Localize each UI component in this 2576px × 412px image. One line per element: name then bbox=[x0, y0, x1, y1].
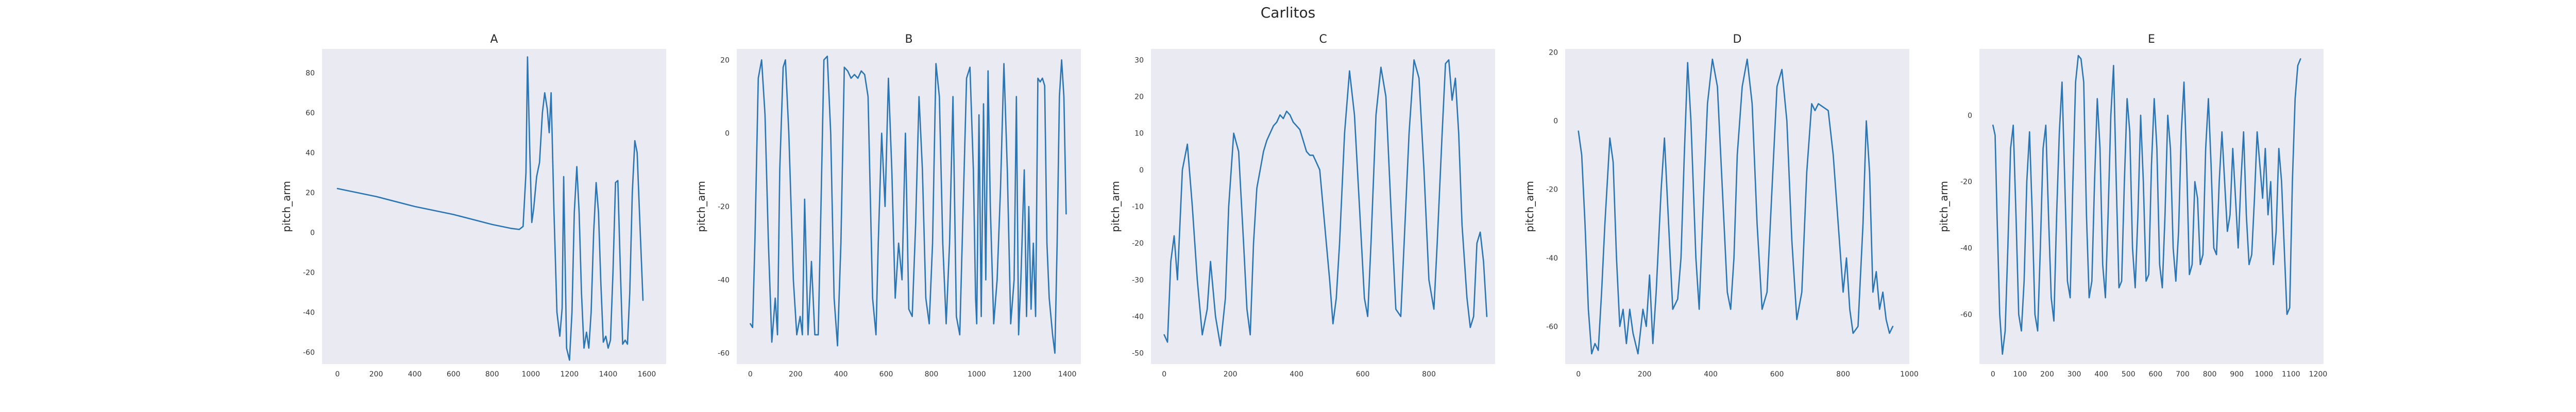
series-line bbox=[1578, 58, 1894, 355]
y-tick-label: 40 bbox=[306, 149, 315, 157]
y-tick-label: -40 bbox=[1132, 313, 1144, 321]
y-tick-label: 30 bbox=[1134, 56, 1144, 64]
x-tick-label: 600 bbox=[447, 370, 461, 379]
y-axis-label: pitch_arm bbox=[1523, 181, 1536, 232]
x-tick-label: 1400 bbox=[1058, 370, 1077, 379]
series-line bbox=[750, 55, 1067, 354]
y-tick-label: 0 bbox=[1553, 117, 1558, 126]
subplot-title: A bbox=[490, 33, 498, 46]
y-tick-label: 20 bbox=[1549, 49, 1558, 57]
plot-area bbox=[1565, 49, 1909, 364]
series-line bbox=[1992, 55, 2301, 355]
x-tick-label: 100 bbox=[2013, 370, 2027, 379]
x-tick-label: 1200 bbox=[1013, 370, 1031, 379]
y-tick-label: -30 bbox=[1132, 276, 1144, 284]
plot-area bbox=[322, 49, 666, 364]
y-axis-label: pitch_arm bbox=[1109, 181, 1122, 232]
x-tick-label: 0 bbox=[1162, 370, 1166, 379]
y-tick-label: 0 bbox=[1968, 112, 1972, 120]
y-tick-label: -20 bbox=[1546, 186, 1558, 194]
y-tick-label: 20 bbox=[720, 56, 730, 64]
y-tick-label: 0 bbox=[310, 229, 315, 237]
subplot-title: D bbox=[1733, 33, 1742, 46]
y-tick-label: 20 bbox=[1134, 93, 1144, 101]
x-tick-label: 300 bbox=[2067, 370, 2081, 379]
y-axis-label: pitch_arm bbox=[280, 181, 293, 232]
y-tick-label: -10 bbox=[1132, 203, 1144, 211]
y-tick-label: -60 bbox=[1546, 323, 1558, 331]
x-tick-label: 1000 bbox=[968, 370, 986, 379]
y-tick-label: -20 bbox=[1132, 239, 1144, 248]
y-tick-label: -40 bbox=[718, 276, 730, 284]
x-tick-label: 1600 bbox=[638, 370, 656, 379]
y-tick-label: -20 bbox=[1960, 178, 1972, 186]
x-tick-label: 400 bbox=[1704, 370, 1718, 379]
x-tick-label: 800 bbox=[1836, 370, 1850, 379]
y-tick-label: -20 bbox=[718, 203, 730, 211]
x-tick-label: 800 bbox=[485, 370, 499, 379]
x-tick-label: 800 bbox=[2203, 370, 2217, 379]
x-tick-label: 1100 bbox=[2282, 370, 2300, 379]
y-axis-label: pitch_arm bbox=[1938, 181, 1950, 232]
y-tick-label: 80 bbox=[306, 69, 315, 77]
x-tick-label: 1400 bbox=[599, 370, 618, 379]
figure-title: Carlitos bbox=[1261, 4, 1315, 21]
x-tick-label: 400 bbox=[834, 370, 848, 379]
series-line bbox=[336, 56, 644, 361]
y-tick-label: 20 bbox=[306, 189, 315, 197]
x-tick-label: 0 bbox=[335, 370, 340, 379]
y-tick-label: -60 bbox=[303, 349, 315, 357]
x-tick-label: 900 bbox=[2230, 370, 2244, 379]
x-tick-label: 600 bbox=[879, 370, 893, 379]
subplot-title: E bbox=[2148, 33, 2155, 46]
x-tick-label: 0 bbox=[748, 370, 753, 379]
x-tick-label: 1200 bbox=[2309, 370, 2328, 379]
x-tick-label: 400 bbox=[408, 370, 422, 379]
x-tick-label: 200 bbox=[369, 370, 383, 379]
x-tick-label: 200 bbox=[1638, 370, 1652, 379]
x-tick-label: 600 bbox=[1356, 370, 1370, 379]
x-tick-label: 1000 bbox=[521, 370, 540, 379]
x-tick-label: 0 bbox=[1991, 370, 1995, 379]
y-tick-label: 0 bbox=[725, 130, 730, 138]
subplot-title: C bbox=[1319, 33, 1327, 46]
x-tick-label: 200 bbox=[789, 370, 803, 379]
y-tick-label: 10 bbox=[1134, 130, 1144, 138]
x-tick-label: 1000 bbox=[1900, 370, 1919, 379]
x-tick-label: 200 bbox=[2040, 370, 2054, 379]
x-tick-label: 200 bbox=[1224, 370, 1238, 379]
plot-area bbox=[1979, 49, 2324, 364]
y-tick-label: 60 bbox=[306, 109, 315, 117]
y-tick-label: -40 bbox=[1960, 245, 1972, 253]
x-tick-label: 700 bbox=[2176, 370, 2190, 379]
x-tick-label: 1200 bbox=[561, 370, 579, 379]
x-tick-label: 400 bbox=[1290, 370, 1303, 379]
x-tick-label: 0 bbox=[1576, 370, 1581, 379]
x-tick-label: 600 bbox=[1770, 370, 1784, 379]
y-axis-label: pitch_arm bbox=[695, 181, 707, 232]
x-tick-label: 800 bbox=[1422, 370, 1436, 379]
y-tick-label: 0 bbox=[1139, 166, 1144, 175]
y-tick-label: -20 bbox=[303, 269, 315, 277]
x-tick-label: 500 bbox=[2122, 370, 2136, 379]
x-tick-label: 600 bbox=[2149, 370, 2163, 379]
x-tick-label: 800 bbox=[925, 370, 939, 379]
series-line bbox=[1163, 59, 1488, 347]
y-tick-label: -40 bbox=[303, 308, 315, 317]
y-tick-label: -40 bbox=[1546, 254, 1558, 263]
x-tick-label: 400 bbox=[2094, 370, 2108, 379]
subplot-title: B bbox=[905, 33, 912, 46]
x-tick-label: 1000 bbox=[2255, 370, 2273, 379]
y-tick-label: -60 bbox=[1960, 311, 1972, 319]
y-tick-label: -50 bbox=[1132, 350, 1144, 358]
y-tick-label: -60 bbox=[718, 350, 730, 358]
